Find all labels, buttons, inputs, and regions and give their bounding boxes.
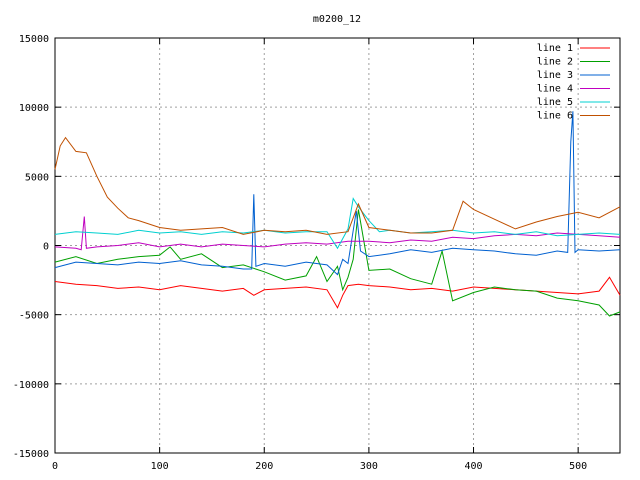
plot-grid [55,38,620,453]
y-tick-label: -15000 [13,449,49,460]
chart-title: m0200_12 [313,14,361,25]
x-tick-label: 100 [151,461,169,472]
legend-label: line 3 [537,70,573,81]
y-axis-ticks: -15000 -10000 -5000 0 5000 10000 15000 [13,34,620,460]
series-line-6 [54,136,621,235]
legend-label: line 2 [537,57,573,68]
x-tick-label: 200 [255,461,273,472]
x-tick-label: 300 [360,461,378,472]
series-line-1 [54,276,621,309]
y-tick-label: 10000 [19,103,49,114]
series-line-2 [54,209,621,317]
y-tick-label: -5000 [19,311,49,322]
series-line-3 [54,111,621,276]
y-tick-label: -10000 [13,380,49,391]
x-axis-ticks: 0 100 200 300 400 500 [52,38,587,472]
series-line-5 [54,197,621,250]
x-tick-label: 500 [569,461,587,472]
legend-label: line 5 [537,97,573,108]
y-tick-label: 15000 [19,34,49,45]
legend-label: line 1 [537,43,573,54]
legend-label: line 6 [537,111,573,122]
legend: line 1 line 2 line 3 line 4 line 5 line 6 [537,43,610,122]
y-tick-label: 0 [43,242,49,253]
x-tick-label: 0 [52,461,58,472]
y-tick-label: 5000 [25,172,49,183]
series-lines [54,111,621,317]
x-tick-label: 400 [464,461,482,472]
legend-label: line 4 [537,84,573,95]
